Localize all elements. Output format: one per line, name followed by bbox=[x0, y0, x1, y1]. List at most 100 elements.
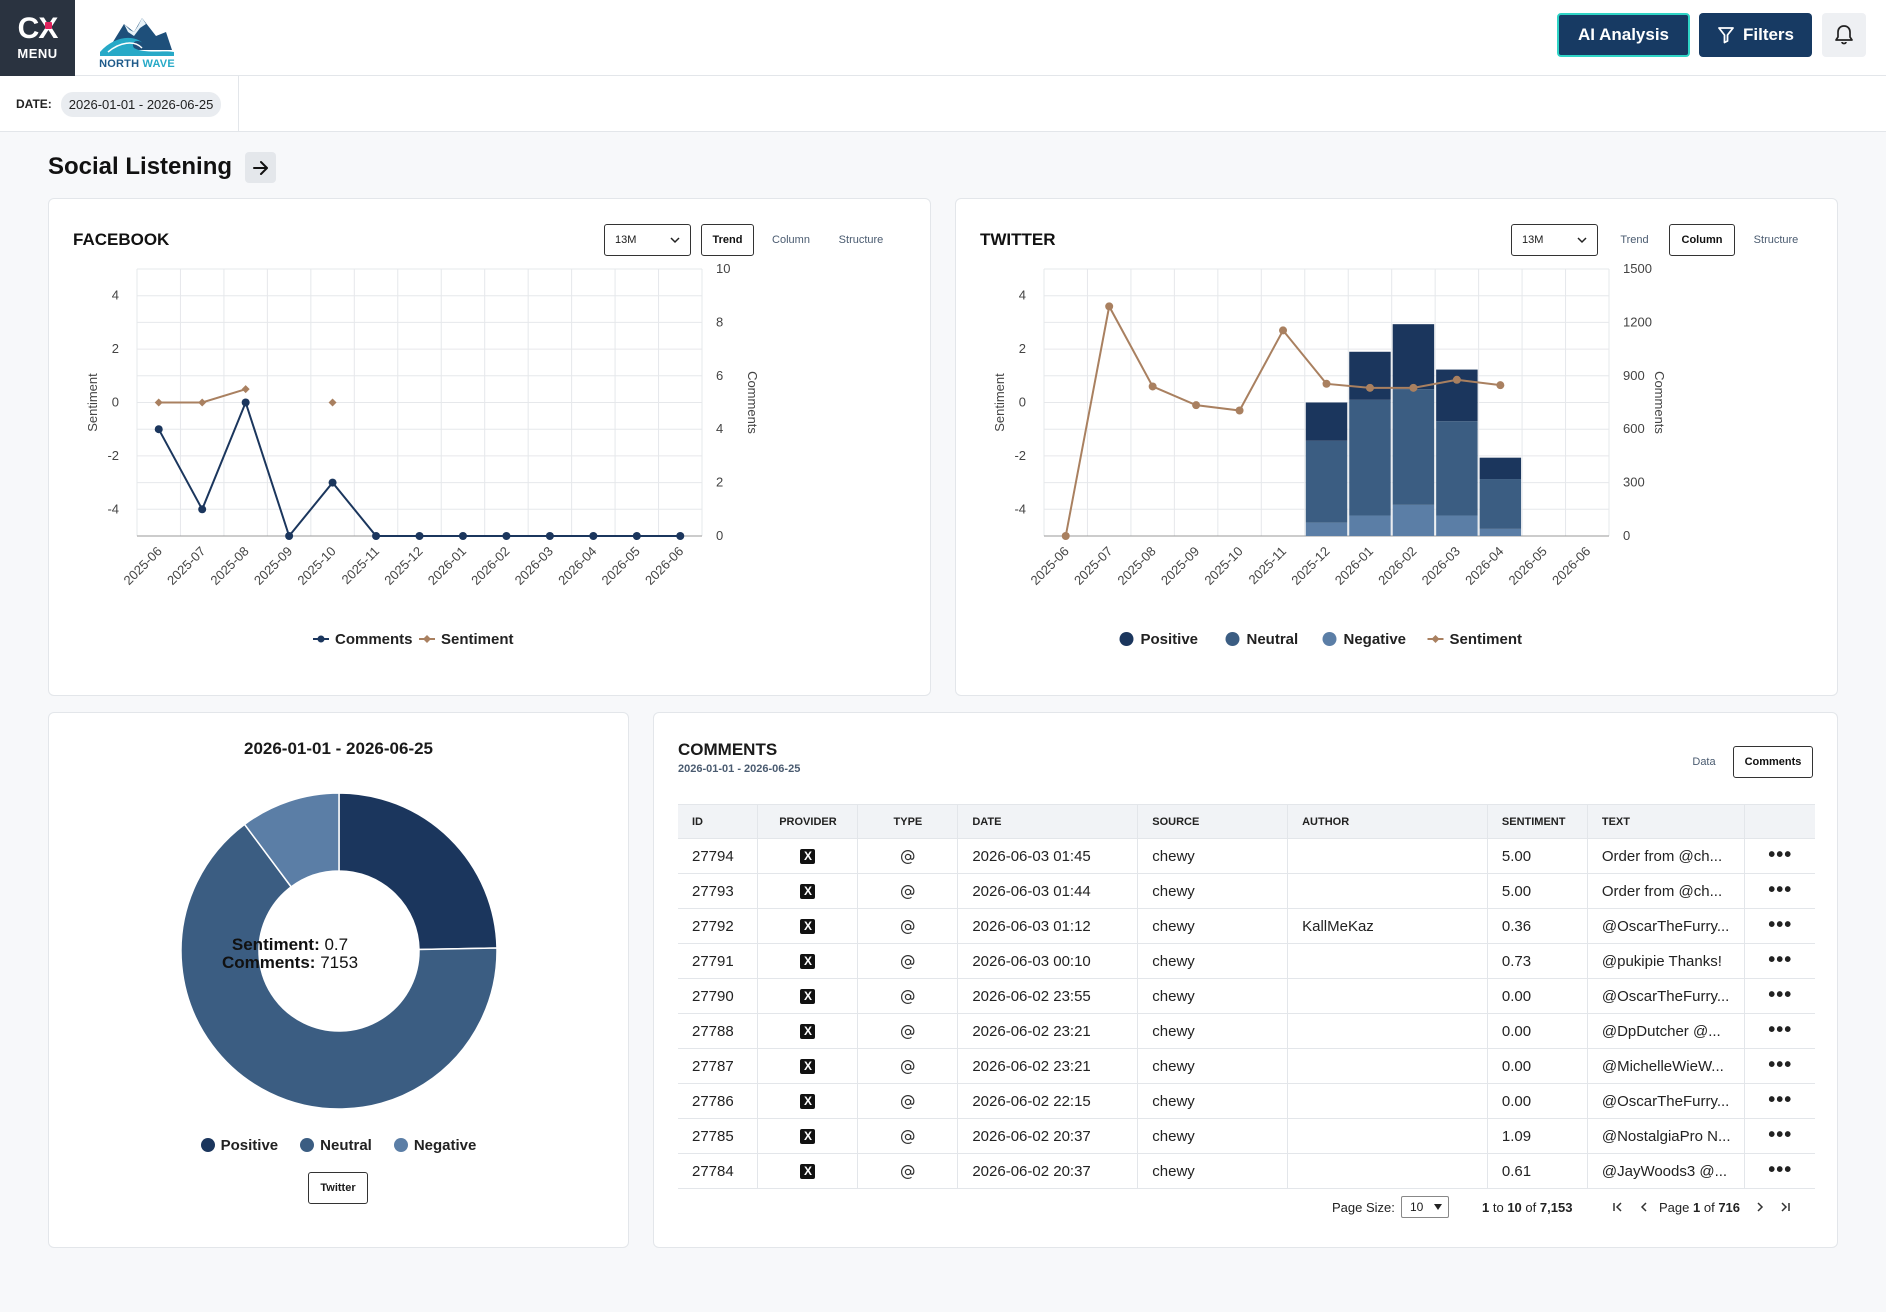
bar-neutral bbox=[1436, 421, 1478, 516]
table-row[interactable]: 27784 X 2026-06-02 20:37 chewy 0.61 @JayWoods… bbox=[678, 1153, 1815, 1189]
cell-author bbox=[1287, 1118, 1488, 1154]
table-row[interactable]: 27788 X 2026-06-02 23:21 chewy 0.00 @DpDutche… bbox=[678, 1013, 1815, 1049]
arrow-right-icon bbox=[252, 160, 268, 175]
facebook-chart-card: FACEBOOK 13M Trend Column Structure -4 -2… bbox=[48, 198, 931, 696]
more-options-icon[interactable]: ••• bbox=[1768, 1018, 1793, 1041]
filter-bar: DATE: 2026-01-01 - 2026-06-25 bbox=[0, 76, 1886, 132]
more-options-icon[interactable]: ••• bbox=[1768, 948, 1793, 971]
x-logo-icon: X bbox=[800, 884, 816, 900]
point-comments bbox=[589, 532, 598, 540]
row-actions-cell: ••• bbox=[1744, 1013, 1815, 1049]
cell-date: 2026-06-02 22:15 bbox=[957, 1083, 1139, 1119]
twitter-tab-structure[interactable]: Structure bbox=[1753, 234, 1799, 246]
legend-item-neutral[interactable]: Neutral bbox=[300, 1137, 372, 1154]
column-header-author[interactable]: AUTHOR bbox=[1287, 804, 1488, 839]
legend-item-negative[interactable]: Negative bbox=[393, 1137, 476, 1154]
x-tick-label: 2025-07 bbox=[164, 544, 208, 588]
first-page-button[interactable] bbox=[1609, 1197, 1627, 1217]
twitter-tab-column[interactable]: Column bbox=[1669, 224, 1735, 256]
twitter-period-select[interactable]: 13M bbox=[1511, 224, 1598, 256]
menu-button[interactable]: CX MENU bbox=[0, 0, 75, 76]
cell-text: Order from @ch... bbox=[1587, 838, 1746, 874]
more-options-icon[interactable]: ••• bbox=[1768, 983, 1793, 1006]
column-header-sentiment[interactable]: SENTIMENT bbox=[1487, 804, 1588, 839]
cell-id: 27790 bbox=[678, 978, 759, 1014]
more-options-icon[interactable]: ••• bbox=[1768, 878, 1793, 901]
donut-provider-twitter-button[interactable]: Twitter bbox=[308, 1172, 368, 1204]
facebook-tab-column[interactable]: Column bbox=[772, 234, 810, 246]
bar-neutral bbox=[1392, 389, 1435, 505]
y-tick-label: -2 bbox=[1014, 448, 1026, 463]
more-options-icon[interactable]: ••• bbox=[1768, 1123, 1793, 1146]
previous-page-button[interactable] bbox=[1635, 1197, 1653, 1217]
column-header-type[interactable]: TYPE bbox=[857, 804, 959, 839]
table-row[interactable]: 27791 X 2026-06-03 00:10 chewy 0.73 @pukipie … bbox=[678, 943, 1815, 979]
y2-tick-label: 900 bbox=[1623, 368, 1645, 383]
donut-sentiment-value: 0.7 bbox=[324, 935, 349, 954]
filters-button[interactable]: Filters bbox=[1699, 13, 1812, 57]
y-tick-label: -4 bbox=[1014, 501, 1026, 516]
legend-label-sentiment: Sentiment bbox=[1450, 631, 1523, 648]
last-page-button[interactable] bbox=[1776, 1197, 1794, 1217]
tab-data[interactable]: Data bbox=[1692, 756, 1716, 768]
page-size-label: Page Size: bbox=[1332, 1200, 1395, 1215]
table-row[interactable]: 27794 X 2026-06-03 01:45 chewy 5.00 Order fro… bbox=[678, 838, 1815, 874]
page-title-arrow-button[interactable] bbox=[245, 152, 276, 183]
facebook-tab-trend[interactable]: Trend bbox=[701, 224, 754, 256]
table-row[interactable]: 27785 X 2026-06-02 20:37 chewy 1.09 @Nostalgi… bbox=[678, 1118, 1815, 1154]
date-filter-chip[interactable]: 2026-01-01 - 2026-06-25 bbox=[60, 91, 222, 117]
column-header-date[interactable]: DATE bbox=[957, 804, 1139, 839]
at-icon bbox=[900, 884, 915, 899]
table-row[interactable]: 27790 X 2026-06-02 23:55 chewy 0.00 @OscarThe… bbox=[678, 978, 1815, 1014]
twitter-chart-card: TWITTER 13M Trend Column Structure -4 -2 0… bbox=[955, 198, 1838, 696]
more-options-icon[interactable]: ••• bbox=[1768, 1158, 1793, 1181]
column-header-id[interactable]: ID bbox=[678, 804, 759, 839]
table-row[interactable]: 27792 X 2026-06-03 01:12 chewy KallMeKaz 0.36… bbox=[678, 908, 1815, 944]
cell-date: 2026-06-02 20:37 bbox=[957, 1153, 1139, 1189]
point-comments bbox=[415, 532, 424, 540]
cell-provider: X bbox=[757, 1118, 859, 1154]
cell-type bbox=[857, 908, 959, 944]
next-page-button[interactable] bbox=[1751, 1197, 1769, 1217]
cell-type bbox=[857, 1083, 959, 1119]
bar-negative bbox=[1349, 515, 1391, 536]
column-header-source[interactable]: SOURCE bbox=[1137, 804, 1289, 839]
cell-sentiment: 0.00 bbox=[1487, 1048, 1588, 1084]
table-row[interactable]: 27787 X 2026-06-02 23:21 chewy 0.00 @Michelle… bbox=[678, 1048, 1815, 1084]
cell-sentiment: 1.09 bbox=[1487, 1118, 1588, 1154]
donut-center-summary: Sentiment: 0.7 Comments: 7153 bbox=[179, 936, 401, 972]
table-row[interactable]: 27786 X 2026-06-02 22:15 chewy 0.00 @OscarThe… bbox=[678, 1083, 1815, 1119]
range-to-label: to bbox=[1492, 1200, 1504, 1215]
column-header-provider[interactable]: PROVIDER bbox=[757, 804, 859, 839]
legend-item-positive[interactable]: Positive bbox=[200, 1137, 278, 1154]
more-options-icon[interactable]: ••• bbox=[1768, 913, 1793, 936]
page-size-select[interactable]: 10 bbox=[1401, 1196, 1449, 1218]
facebook-period-select[interactable]: 13M bbox=[604, 224, 691, 256]
brand-logo[interactable]: NORTH WAVE bbox=[94, 10, 180, 70]
bar-negative bbox=[1436, 515, 1478, 536]
more-options-icon[interactable]: ••• bbox=[1768, 1088, 1793, 1111]
more-options-icon[interactable]: ••• bbox=[1768, 843, 1793, 866]
more-options-icon[interactable]: ••• bbox=[1768, 1053, 1793, 1076]
cell-author bbox=[1287, 1013, 1488, 1049]
ai-analysis-button[interactable]: AI Analysis bbox=[1557, 13, 1690, 57]
cell-date: 2026-06-02 23:21 bbox=[957, 1013, 1139, 1049]
x-tick-label: 2025-11 bbox=[338, 544, 382, 588]
point-comments bbox=[676, 532, 685, 540]
twitter-tab-trend[interactable]: Trend bbox=[1620, 234, 1649, 246]
table-row[interactable]: 27793 X 2026-06-03 01:44 chewy 5.00 Order fro… bbox=[678, 873, 1815, 909]
facebook-tab-structure[interactable]: Structure bbox=[838, 234, 884, 246]
column-header-text[interactable]: TEXT bbox=[1587, 804, 1746, 839]
notifications-button[interactable] bbox=[1822, 13, 1866, 57]
twitter-title: TWITTER bbox=[980, 230, 1056, 249]
tab-comments[interactable]: Comments bbox=[1733, 746, 1813, 778]
at-icon bbox=[900, 1129, 915, 1144]
point-sentiment bbox=[1105, 302, 1114, 311]
cell-text: @NostalgiaPro N... bbox=[1587, 1118, 1746, 1154]
column-header-actions bbox=[1744, 804, 1815, 839]
cell-id: 27788 bbox=[678, 1013, 759, 1049]
menu-label: MENU bbox=[17, 46, 58, 61]
bar-positive bbox=[1349, 351, 1391, 400]
cell-id: 27794 bbox=[678, 838, 759, 874]
